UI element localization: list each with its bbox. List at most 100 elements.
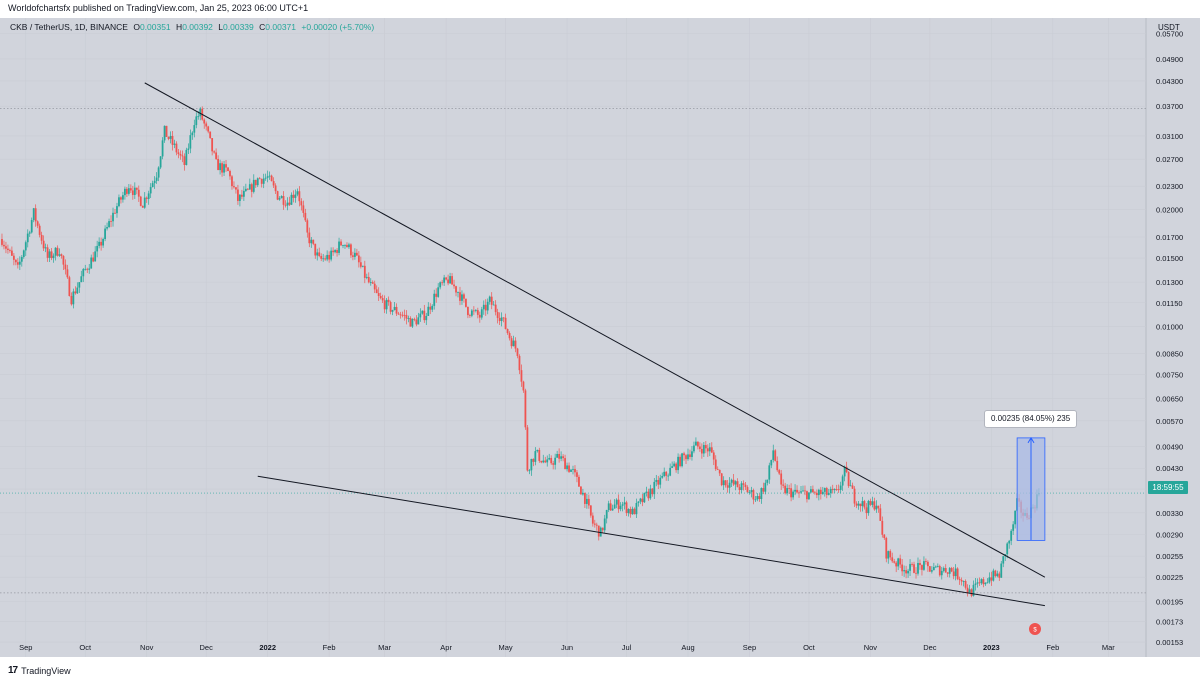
candle-body: [752, 490, 755, 500]
y-tick-label: 0.05700: [1156, 29, 1183, 38]
y-tick-label: 0.00850: [1156, 350, 1183, 359]
x-tick-label: Nov: [864, 643, 878, 652]
candle-body: [524, 390, 527, 428]
candle-body: [167, 136, 170, 139]
candle-body: [891, 557, 894, 562]
candle-body: [915, 572, 917, 574]
candle-body: [609, 503, 612, 511]
candle-body: [322, 258, 325, 260]
candle-body: [377, 293, 380, 296]
candle-body: [966, 587, 969, 593]
candle-body: [205, 123, 208, 127]
candle-body: [796, 489, 798, 493]
y-tick-label: 0.01500: [1156, 254, 1183, 263]
candle-body: [225, 164, 227, 168]
candle-body: [482, 304, 485, 310]
candle-body: [447, 279, 449, 284]
candle-body: [522, 381, 525, 391]
x-tick-label: Oct: [79, 643, 92, 652]
low-label: L: [218, 22, 224, 32]
candle-body: [183, 156, 186, 165]
candle-body: [927, 561, 929, 567]
candle-body: [90, 257, 93, 269]
candle-body: [750, 490, 753, 493]
close-label: C: [259, 22, 266, 32]
candle-body: [724, 480, 727, 486]
candle-body: [195, 116, 198, 126]
tradingview-logo[interactable]: 17 TradingView: [8, 665, 71, 676]
candle-body: [669, 467, 672, 476]
candle-body: [700, 448, 703, 454]
candle-body: [340, 241, 342, 246]
candle-body: [96, 245, 99, 252]
candle-body: [48, 251, 51, 258]
candle-body: [629, 509, 632, 515]
candle-body: [970, 589, 973, 596]
trendline-upper[interactable]: [144, 82, 1046, 578]
candle-body: [1010, 530, 1013, 541]
candle-body: [229, 170, 231, 177]
candle-body: [143, 197, 146, 208]
candle-body: [675, 463, 678, 471]
candle-body: [633, 508, 636, 515]
candle-body: [815, 492, 818, 496]
candle-body: [917, 562, 919, 574]
candle-body: [12, 255, 15, 260]
candle-body: [137, 189, 140, 197]
candle-body: [365, 276, 368, 278]
candle-body: [433, 293, 436, 306]
candle-body: [736, 481, 739, 488]
candle-body: [720, 473, 723, 486]
candle-body: [510, 338, 513, 347]
candle-body: [84, 268, 87, 270]
candle-body: [639, 498, 642, 502]
candle-body: [819, 489, 822, 495]
candle-body: [851, 485, 854, 489]
candle-body: [449, 276, 451, 284]
candle-body: [903, 570, 906, 572]
candle-body: [881, 520, 884, 535]
candle-body: [889, 551, 892, 558]
trendline-lower[interactable]: [257, 475, 1045, 607]
candle-body: [443, 277, 446, 283]
candle-body: [217, 158, 219, 171]
candle-body: [441, 282, 444, 284]
candle-body: [7, 248, 9, 250]
candle-body: [873, 501, 876, 510]
candle-body: [738, 487, 741, 491]
candle-body: [845, 466, 848, 473]
candle-body: [589, 505, 592, 516]
candle-body: [34, 208, 37, 222]
publisher-bar: Worldofchartsfx published on TradingView…: [0, 0, 1200, 18]
candle-body: [219, 163, 221, 171]
event-icon[interactable]: $: [1029, 623, 1041, 635]
candle-body: [395, 306, 398, 314]
candle-body: [829, 488, 832, 494]
candle-body: [587, 498, 590, 506]
candle-body: [671, 466, 674, 468]
candle-body: [318, 252, 321, 257]
candle-body: [334, 250, 336, 253]
candle-body: [645, 491, 648, 493]
candle-body: [270, 175, 273, 182]
candle-body: [730, 479, 733, 483]
candle-body: [18, 261, 21, 265]
candle-body: [546, 459, 549, 463]
candle-body: [467, 306, 469, 316]
candle-body: [597, 525, 600, 537]
low-value: 0.00339: [223, 22, 254, 32]
candle-body: [722, 480, 725, 486]
candle-body: [574, 469, 576, 473]
candle-body: [954, 568, 957, 577]
tradingview-mark-icon: 17: [8, 665, 18, 676]
candle-body: [907, 570, 909, 574]
candle-body: [762, 488, 765, 492]
candle-body: [484, 304, 487, 311]
candle-body: [470, 310, 473, 316]
candle-body: [909, 564, 911, 571]
candle-body: [986, 582, 989, 584]
candle-body: [419, 313, 422, 318]
candle-body: [804, 490, 806, 492]
candle-body: [122, 195, 124, 200]
